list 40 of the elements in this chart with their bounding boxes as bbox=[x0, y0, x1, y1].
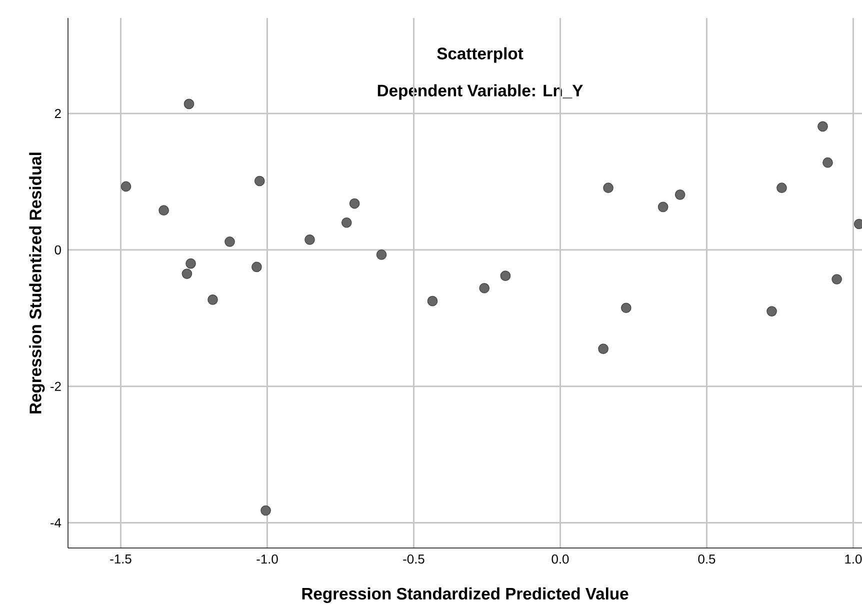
text: Scatterplot bbox=[437, 47, 524, 63]
point bbox=[822, 157, 833, 168]
point bbox=[766, 306, 777, 316]
point bbox=[598, 344, 608, 354]
x-tick-label: -0.5 bbox=[403, 554, 424, 564]
x-tick-label: 0.5 bbox=[698, 554, 716, 564]
point bbox=[818, 121, 828, 132]
point bbox=[479, 282, 490, 294]
point bbox=[158, 205, 169, 216]
point bbox=[620, 302, 632, 314]
y-tick-label: -4 bbox=[50, 518, 62, 528]
point bbox=[776, 182, 787, 194]
point bbox=[182, 268, 192, 279]
point bbox=[674, 189, 686, 200]
point bbox=[208, 294, 218, 305]
point bbox=[376, 250, 387, 260]
point bbox=[603, 182, 614, 194]
point bbox=[500, 270, 511, 282]
x-tick-label: 1.0 bbox=[845, 554, 862, 564]
point bbox=[120, 181, 132, 192]
y-tick-label: -2 bbox=[50, 382, 61, 391]
x-tick-label: -1.5 bbox=[110, 554, 132, 564]
x-tick-label: -1.0 bbox=[256, 554, 278, 564]
point bbox=[341, 217, 352, 228]
point bbox=[832, 274, 842, 284]
point bbox=[184, 98, 194, 110]
point bbox=[349, 198, 360, 209]
point bbox=[252, 262, 262, 272]
y-axis-title: Regression Studentized Residual bbox=[29, 152, 45, 414]
x-axis-title: Regression Standardized Predicted Value bbox=[302, 587, 628, 603]
y-tick-label: 0 bbox=[54, 245, 61, 254]
point bbox=[224, 236, 235, 247]
point bbox=[658, 202, 668, 212]
point bbox=[427, 296, 438, 306]
point bbox=[260, 505, 271, 516]
point bbox=[186, 258, 196, 269]
point bbox=[254, 176, 265, 186]
point bbox=[304, 234, 315, 245]
x-tick-label: 0.0 bbox=[552, 554, 569, 564]
y-tick-label: 2 bbox=[54, 109, 61, 118]
